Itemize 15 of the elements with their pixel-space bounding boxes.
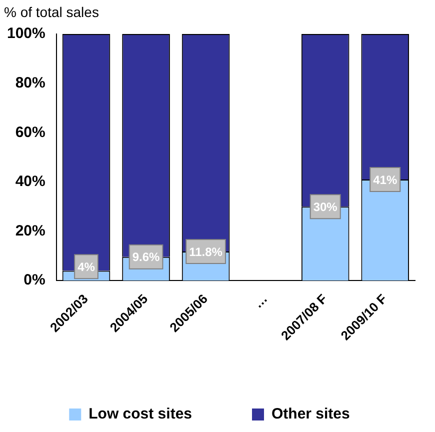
legend-label: Other sites [272, 406, 350, 423]
x-tick-label: … [250, 291, 270, 311]
y-tick-label: 60% [15, 124, 46, 141]
legend-label: Low cost sites [88, 406, 192, 423]
y-tick-label: 80% [15, 74, 46, 92]
y-tick-label: 100% [6, 25, 46, 42]
y-axis-title: % of total sales [4, 4, 99, 20]
y-tick-label: 0% [24, 272, 46, 289]
y-tick-label: 40% [15, 173, 46, 190]
y-tick-label: 20% [15, 222, 46, 240]
data-label: 30% [313, 200, 338, 214]
data-label: 11.8% [189, 244, 223, 259]
data-label: 41% [373, 172, 398, 187]
data-label: 4% [78, 260, 96, 274]
data-label: 9.6% [132, 250, 160, 264]
